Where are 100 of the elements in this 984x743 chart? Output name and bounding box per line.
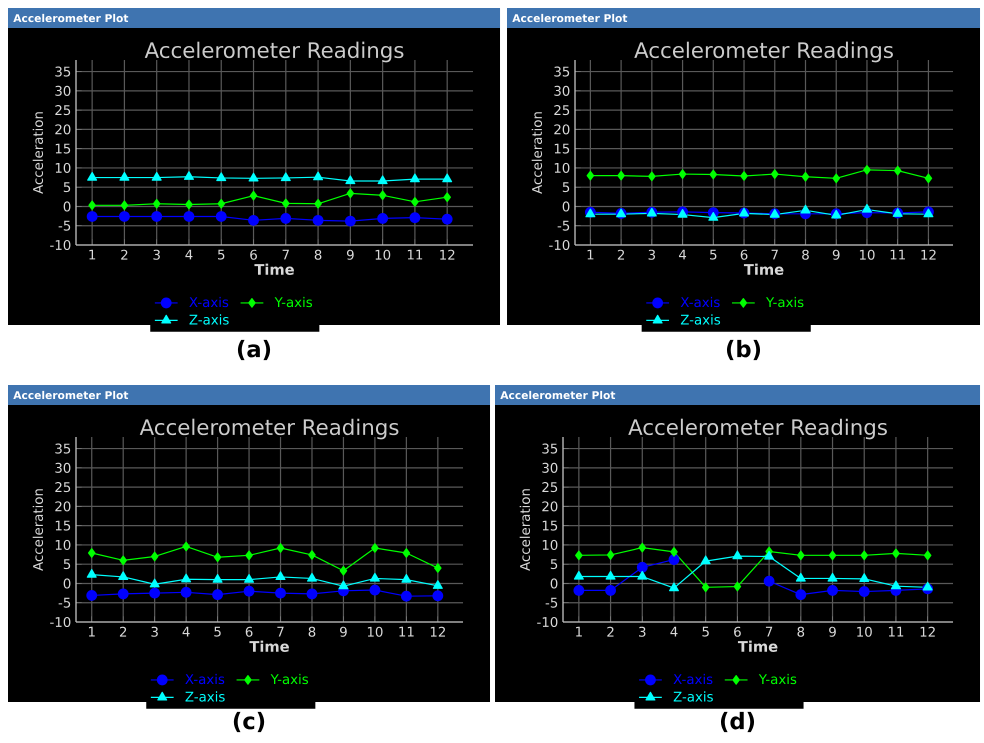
text: Accelerometer Plot bbox=[500, 390, 616, 400]
y-tick-label: 20 bbox=[554, 124, 570, 134]
y-tick-label: 5 bbox=[562, 182, 570, 192]
text: (a) bbox=[238, 340, 270, 360]
y-tick-label: 5 bbox=[64, 182, 70, 192]
text: (b) bbox=[726, 340, 760, 360]
y-tick-label: 15 bbox=[554, 144, 570, 154]
legend-label: X-axis bbox=[680, 296, 720, 308]
text: Accelerometer Plot bbox=[512, 14, 628, 22]
x-tick-label: 10 bbox=[860, 250, 875, 260]
x-tick-label: 10 bbox=[376, 250, 390, 260]
chart-title: Accelerometer Readings bbox=[144, 42, 404, 62]
x-tick-label: 8 bbox=[797, 626, 804, 637]
y-tick-label: 35 bbox=[542, 444, 558, 454]
legend-label: Z-axis bbox=[680, 314, 720, 325]
x-axis-title: Time bbox=[744, 264, 784, 275]
x-tick-label: 11 bbox=[399, 626, 414, 636]
y-tick-label: -5 bbox=[58, 220, 70, 231]
y-tick-label: -5 bbox=[546, 598, 558, 608]
x-tick-label: 9 bbox=[340, 626, 347, 637]
y-tick-label: 10 bbox=[56, 540, 70, 550]
x-tick-label: 6 bbox=[246, 626, 252, 637]
x-tick-label: 2 bbox=[607, 626, 614, 637]
y-axis-title: Acceleration bbox=[532, 112, 542, 194]
y-tick-label: 35 bbox=[55, 66, 70, 77]
text: Accelerometer Plot bbox=[13, 390, 128, 400]
chart-title: Accelerometer Readings bbox=[634, 42, 893, 62]
y-tick-label: 20 bbox=[542, 501, 558, 512]
x-tick-label: 3 bbox=[151, 626, 158, 637]
x-tick-label: 1 bbox=[588, 250, 594, 260]
x-axis-title: Time bbox=[254, 264, 294, 275]
y-tick-label: 0 bbox=[64, 578, 70, 589]
y-tick-label: 25 bbox=[554, 105, 570, 116]
x-tick-label: 11 bbox=[888, 626, 904, 636]
x-tick-label: 7 bbox=[772, 250, 778, 260]
x-tick-label: 3 bbox=[153, 250, 160, 260]
y-tick-label: 0 bbox=[562, 201, 570, 212]
x-tick-label: 6 bbox=[734, 626, 741, 637]
x-tick-label: 5 bbox=[702, 626, 709, 637]
y-tick-label: -10 bbox=[50, 240, 70, 250]
x-tick-label: 9 bbox=[832, 250, 840, 260]
x-tick-label: 3 bbox=[639, 626, 646, 637]
x-tick-label: 1 bbox=[88, 626, 95, 636]
y-tick-label: 30 bbox=[554, 86, 570, 96]
y-tick-label: 10 bbox=[554, 162, 570, 173]
x-tick-label: 11 bbox=[890, 250, 905, 260]
legend-label: Y-axis bbox=[274, 296, 312, 308]
text: (c) bbox=[234, 712, 264, 732]
x-tick-label: 1 bbox=[576, 626, 582, 636]
y-tick-label: 30 bbox=[542, 462, 558, 473]
x-tick-label: 8 bbox=[314, 250, 322, 260]
x-tick-label: 9 bbox=[829, 626, 836, 637]
x-tick-label: 4 bbox=[185, 250, 192, 260]
x-tick-label: 2 bbox=[120, 626, 126, 637]
x-tick-label: 10 bbox=[857, 626, 872, 637]
legend-label: X-axis bbox=[189, 296, 228, 308]
y-tick-label: 10 bbox=[542, 540, 558, 550]
y-tick-label: 35 bbox=[55, 444, 70, 454]
x-tick-label: 8 bbox=[308, 626, 316, 637]
y-tick-label: 20 bbox=[55, 501, 70, 512]
x-tick-label: 4 bbox=[182, 626, 190, 636]
legend-label: X-axis bbox=[673, 674, 712, 684]
legend-label: Z-axis bbox=[185, 691, 225, 702]
chart-title: Accelerometer Readings bbox=[628, 418, 887, 440]
x-tick-label: 12 bbox=[440, 250, 454, 260]
legend-label: Y-axis bbox=[270, 674, 308, 684]
y-tick-label: 30 bbox=[55, 462, 70, 473]
legend-label: Z-axis bbox=[674, 691, 713, 702]
x-tick-label: 6 bbox=[740, 250, 748, 260]
text: (d) bbox=[720, 712, 754, 732]
x-axis-title: Time bbox=[738, 640, 778, 652]
y-tick-label: 0 bbox=[550, 578, 558, 589]
text: Accelerometer Plot bbox=[13, 14, 128, 22]
y-tick-label: 15 bbox=[56, 144, 70, 154]
x-tick-label: 2 bbox=[121, 250, 128, 260]
legend-label: Y-axis bbox=[758, 674, 796, 684]
x-tick-label: 4 bbox=[678, 250, 686, 260]
y-tick-label: 0 bbox=[64, 201, 70, 212]
y-tick-label: 10 bbox=[56, 162, 70, 173]
x-tick-label: 12 bbox=[921, 250, 936, 260]
x-tick-label: 5 bbox=[710, 250, 716, 260]
legend-label: Y-axis bbox=[766, 296, 804, 308]
x-tick-label: 7 bbox=[277, 626, 284, 636]
y-axis-title: Acceleration bbox=[32, 489, 44, 571]
y-tick-label: 30 bbox=[55, 86, 70, 96]
x-tick-label: 12 bbox=[430, 626, 445, 637]
x-tick-label: 8 bbox=[802, 250, 809, 260]
x-tick-label: 4 bbox=[670, 626, 678, 636]
y-tick-label: 15 bbox=[56, 520, 70, 531]
x-tick-label: 12 bbox=[920, 626, 935, 637]
y-axis-title: Acceleration bbox=[32, 112, 44, 194]
legend-label: X-axis bbox=[185, 674, 224, 684]
x-tick-label: 2 bbox=[618, 250, 624, 260]
x-tick-label: 7 bbox=[766, 626, 772, 636]
legend-label: Z-axis bbox=[189, 314, 229, 325]
y-tick-label: 5 bbox=[64, 559, 70, 570]
x-axis-title: Time bbox=[249, 640, 289, 652]
y-tick-label: -10 bbox=[549, 240, 570, 250]
x-tick-label: 10 bbox=[368, 626, 383, 637]
y-tick-label: 35 bbox=[554, 66, 570, 77]
